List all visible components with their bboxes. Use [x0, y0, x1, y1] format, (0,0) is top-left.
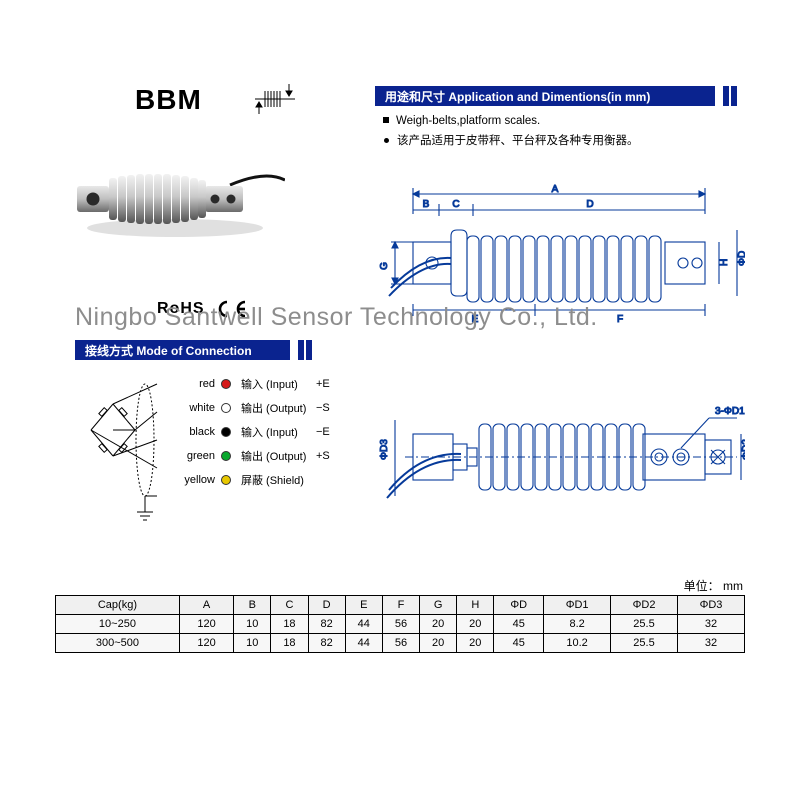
wiring-diagram: red输入 (Input)+Ewhite输出 (Output)−Sblack输入…	[75, 370, 355, 540]
table-cell: 20	[420, 615, 457, 634]
wire-signal: +E	[316, 378, 346, 390]
table-cell: 32	[677, 615, 744, 634]
svg-text:ΦD3: ΦD3	[379, 439, 390, 460]
table-cell: 120	[179, 615, 233, 634]
table-cell: 45	[494, 634, 544, 653]
wire-signal: +S	[316, 450, 346, 462]
svg-text:E: E	[472, 314, 479, 325]
table-cell: 25.5	[611, 634, 678, 653]
table-cell: 82	[308, 615, 345, 634]
table-cell: 18	[271, 615, 308, 634]
section-banner-connection: 接线方式 Mode of Connection	[75, 340, 290, 360]
banner-conn-text: 接线方式 Mode of Connection	[85, 342, 252, 359]
table-cell: 10	[234, 615, 271, 634]
model-name: BBM	[135, 84, 202, 116]
wire-signal: −E	[316, 426, 346, 438]
table-cell: 300~500	[56, 634, 180, 653]
unit-label: 单位： mm	[684, 577, 743, 594]
wire-color-name: black	[163, 426, 215, 438]
table-cell: 45	[494, 615, 544, 634]
table-cell: 10~250	[56, 615, 180, 634]
rohs-label: RoHS	[157, 300, 205, 318]
table-header: B	[234, 596, 271, 615]
wire-color-name: yellow	[163, 474, 215, 486]
table-header: F	[382, 596, 419, 615]
svg-text:ΦD: ΦD	[737, 251, 745, 266]
table-cell: 56	[382, 615, 419, 634]
wire-color-name: white	[163, 402, 215, 414]
rohs-ce-badges: RoHS	[157, 300, 249, 318]
table-cell: 20	[457, 615, 494, 634]
table-header: ΦD1	[544, 596, 611, 615]
wire-color-name: green	[163, 450, 215, 462]
table-cell: 10	[234, 634, 271, 653]
dimensions-table: Cap(kg)ABCDEFGHΦDΦD1ΦD2ΦD3 10~2501201018…	[55, 595, 745, 653]
table-header: A	[179, 596, 233, 615]
table-cell: 10.2	[544, 634, 611, 653]
table-cell: 20	[457, 634, 494, 653]
wire-color-dot	[221, 475, 231, 485]
wire-color-dot	[221, 403, 231, 413]
table-cell: 56	[382, 634, 419, 653]
svg-text:C: C	[452, 199, 459, 210]
svg-text:D: D	[586, 199, 593, 210]
table-header: G	[420, 596, 457, 615]
table-header: C	[271, 596, 308, 615]
table-cell: 18	[271, 634, 308, 653]
table-cell: 20	[420, 634, 457, 653]
bullet-en: Weigh-belts,platform scales.	[396, 112, 540, 132]
svg-text:B: B	[423, 199, 430, 210]
wire-color-dot	[221, 427, 231, 437]
wire-color-dot	[221, 379, 231, 389]
wire-io: 输出 (Output)	[241, 400, 316, 416]
table-cell: 82	[308, 634, 345, 653]
table-row: 300~500120101882445620204510.225.532	[56, 634, 745, 653]
wire-io: 输出 (Output)	[241, 448, 316, 464]
svg-text:3-ΦD1: 3-ΦD1	[715, 406, 745, 417]
bullet-cn: 该产品适用于皮带秤、平台秤及各种专用衡器。	[397, 132, 639, 152]
table-cell: 25.5	[611, 615, 678, 634]
svg-text:H: H	[719, 259, 730, 266]
wire-color-name: red	[163, 378, 215, 390]
wire-io: 输入 (Input)	[241, 376, 316, 392]
table-header: D	[308, 596, 345, 615]
wiring-row: yellow 屏蔽 (Shield)	[163, 472, 346, 488]
wire-io: 屏蔽 (Shield)	[241, 472, 316, 488]
dimension-drawing: A B C D G H ΦD	[365, 180, 745, 550]
wire-io: 输入 (Input)	[241, 424, 316, 440]
application-bullets: Weigh-belts,platform scales. 该产品适用于皮带秤、平…	[383, 112, 639, 151]
wiring-row: white 输出 (Output)−S	[163, 400, 346, 416]
table-cell: 32	[677, 634, 744, 653]
wiring-row: green 输出 (Output)+S	[163, 448, 346, 464]
product-photo	[65, 150, 285, 250]
table-header: E	[345, 596, 382, 615]
table-header: H	[457, 596, 494, 615]
table-cell: 120	[179, 634, 233, 653]
svg-text:G: G	[379, 262, 390, 270]
table-row: 10~25012010188244562020458.225.532	[56, 615, 745, 634]
svg-text:A: A	[552, 184, 559, 195]
table-cell: 8.2	[544, 615, 611, 634]
banner-app-text: 用途和尺寸 Application and Dimentions(in mm)	[385, 88, 650, 105]
section-banner-application: 用途和尺寸 Application and Dimentions(in mm)	[375, 86, 715, 106]
ce-icon	[215, 300, 249, 318]
load-symbol-icon	[245, 82, 305, 116]
table-cell: 44	[345, 615, 382, 634]
table-header: ΦD	[494, 596, 544, 615]
table-header: ΦD2	[611, 596, 678, 615]
table-cell: 44	[345, 634, 382, 653]
wiring-row: red 输入 (Input)+E	[163, 376, 346, 392]
table-header: Cap(kg)	[56, 596, 180, 615]
wire-signal: −S	[316, 402, 346, 414]
svg-text:ΦD2: ΦD2	[741, 439, 745, 460]
svg-text:F: F	[617, 314, 623, 325]
wiring-row: black 输入 (Input)−E	[163, 424, 346, 440]
table-header: ΦD3	[677, 596, 744, 615]
wire-color-dot	[221, 451, 231, 461]
